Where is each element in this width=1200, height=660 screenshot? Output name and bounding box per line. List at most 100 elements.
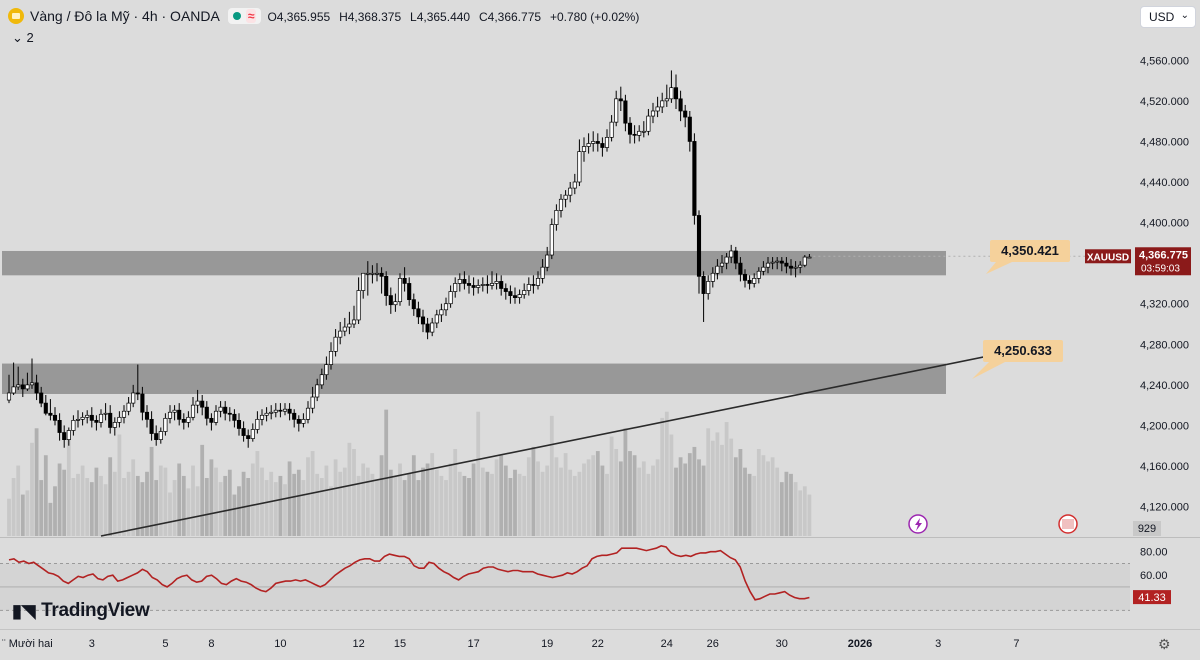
- volume-bar: [237, 486, 241, 536]
- candle-body: [246, 435, 251, 439]
- volume-bar: [347, 442, 352, 536]
- candle-body: [692, 141, 697, 216]
- volume-bar: [531, 446, 536, 536]
- candle-body: [57, 420, 62, 433]
- indicators-toggle[interactable]: ⌄ 2: [12, 30, 34, 46]
- volume-bar: [770, 457, 775, 536]
- volume-bar: [577, 471, 582, 536]
- volume-bar: [7, 498, 11, 536]
- volume-bar: [807, 494, 812, 536]
- candle-body: [117, 416, 122, 423]
- volume-bar: [540, 471, 545, 536]
- volume-bar: [131, 459, 136, 536]
- currency-select[interactable]: USD ⌄: [1140, 6, 1196, 28]
- volume-bar: [434, 469, 439, 536]
- symbol-title[interactable]: Vàng / Đô la Mỹ · 4h · OANDA: [30, 8, 220, 24]
- volume-bar: [591, 455, 596, 536]
- candle-body: [365, 272, 370, 275]
- volume-bar: [269, 471, 274, 536]
- volume-bar: [411, 455, 416, 536]
- candle-body: [604, 137, 610, 148]
- x-tick-label: 22: [592, 638, 604, 650]
- volume-bar: [356, 475, 361, 536]
- volume-bar: [402, 480, 407, 536]
- volume-bar: [462, 475, 467, 536]
- volume-bar: [471, 463, 476, 536]
- candle-body: [16, 384, 21, 388]
- candle-body: [568, 187, 573, 196]
- candle-body: [558, 198, 564, 211]
- candle-body: [213, 410, 219, 423]
- status-pill[interactable]: ≈: [227, 8, 262, 24]
- volume-bar: [439, 475, 444, 536]
- candle-body: [407, 283, 412, 301]
- volume-bar: [536, 461, 540, 536]
- volume-bar: [172, 480, 177, 536]
- candle-body: [614, 98, 619, 123]
- volume-bar: [34, 428, 39, 536]
- volume-bar: [766, 461, 770, 536]
- volume-bar: [623, 428, 628, 536]
- currency-value: USD: [1149, 10, 1175, 24]
- volume-bar: [595, 451, 600, 536]
- volume-bar: [407, 473, 412, 536]
- volume-bar: [614, 449, 619, 536]
- candle-body: [342, 326, 347, 332]
- volume-bar: [430, 453, 435, 536]
- candle-body: [292, 412, 297, 420]
- volume-value-tag: [1133, 521, 1161, 536]
- volume-bar: [664, 411, 669, 536]
- y-tick-label: 4,320.000: [1140, 299, 1189, 311]
- volume-bar: [453, 449, 458, 536]
- candle-body: [301, 418, 306, 424]
- indicators-count: 2: [26, 30, 34, 45]
- sr-zone-2: [2, 363, 946, 394]
- callout-box: [990, 240, 1070, 262]
- settings-gear-icon[interactable]: ⚙: [1158, 636, 1171, 652]
- candle-body: [466, 283, 472, 286]
- volume-bar: [628, 451, 632, 536]
- candle-body: [305, 407, 311, 420]
- market-open-dot-icon: [232, 12, 241, 20]
- volume-bar: [490, 473, 494, 536]
- candle-body: [324, 364, 329, 376]
- candle-body: [457, 279, 462, 284]
- volume-bar: [126, 471, 131, 536]
- x-tick-label: 30: [776, 638, 788, 650]
- candle-body: [545, 254, 550, 268]
- candle-body: [503, 288, 508, 292]
- candle-body: [517, 294, 522, 298]
- candle-body: [112, 422, 117, 428]
- volume-bar: [232, 494, 237, 536]
- candle-body: [540, 266, 545, 279]
- volume-bar: [609, 436, 614, 536]
- volume-bar: [94, 467, 99, 536]
- candle-body: [618, 98, 623, 102]
- candle-body: [62, 432, 67, 440]
- volume-bar: [85, 478, 90, 536]
- candle-body: [186, 416, 191, 423]
- candle-body: [420, 316, 426, 325]
- volume-bar: [522, 475, 527, 536]
- volume-bar: [563, 453, 568, 536]
- candle-body: [158, 431, 163, 440]
- volume-bar: [186, 488, 191, 536]
- candle-body: [282, 408, 288, 412]
- volume-bar: [11, 478, 16, 536]
- volume-bar: [246, 478, 251, 536]
- volume-bar: [384, 409, 389, 536]
- candle-body: [508, 291, 513, 296]
- volume-bar: [697, 459, 701, 536]
- candle-body: [650, 110, 656, 117]
- volume-bar: [329, 486, 333, 536]
- y-tick-label: 4,560.000: [1140, 55, 1189, 67]
- volume-bar: [53, 486, 57, 536]
- rsi-tick-label: 60.00: [1140, 570, 1168, 582]
- tradingview-logo[interactable]: ▮◥ TradingView: [12, 600, 150, 622]
- volume-bar: [223, 475, 228, 536]
- candle-body: [480, 284, 485, 286]
- chevron-down-icon: ⌄: [12, 30, 23, 45]
- candle-body: [549, 224, 554, 256]
